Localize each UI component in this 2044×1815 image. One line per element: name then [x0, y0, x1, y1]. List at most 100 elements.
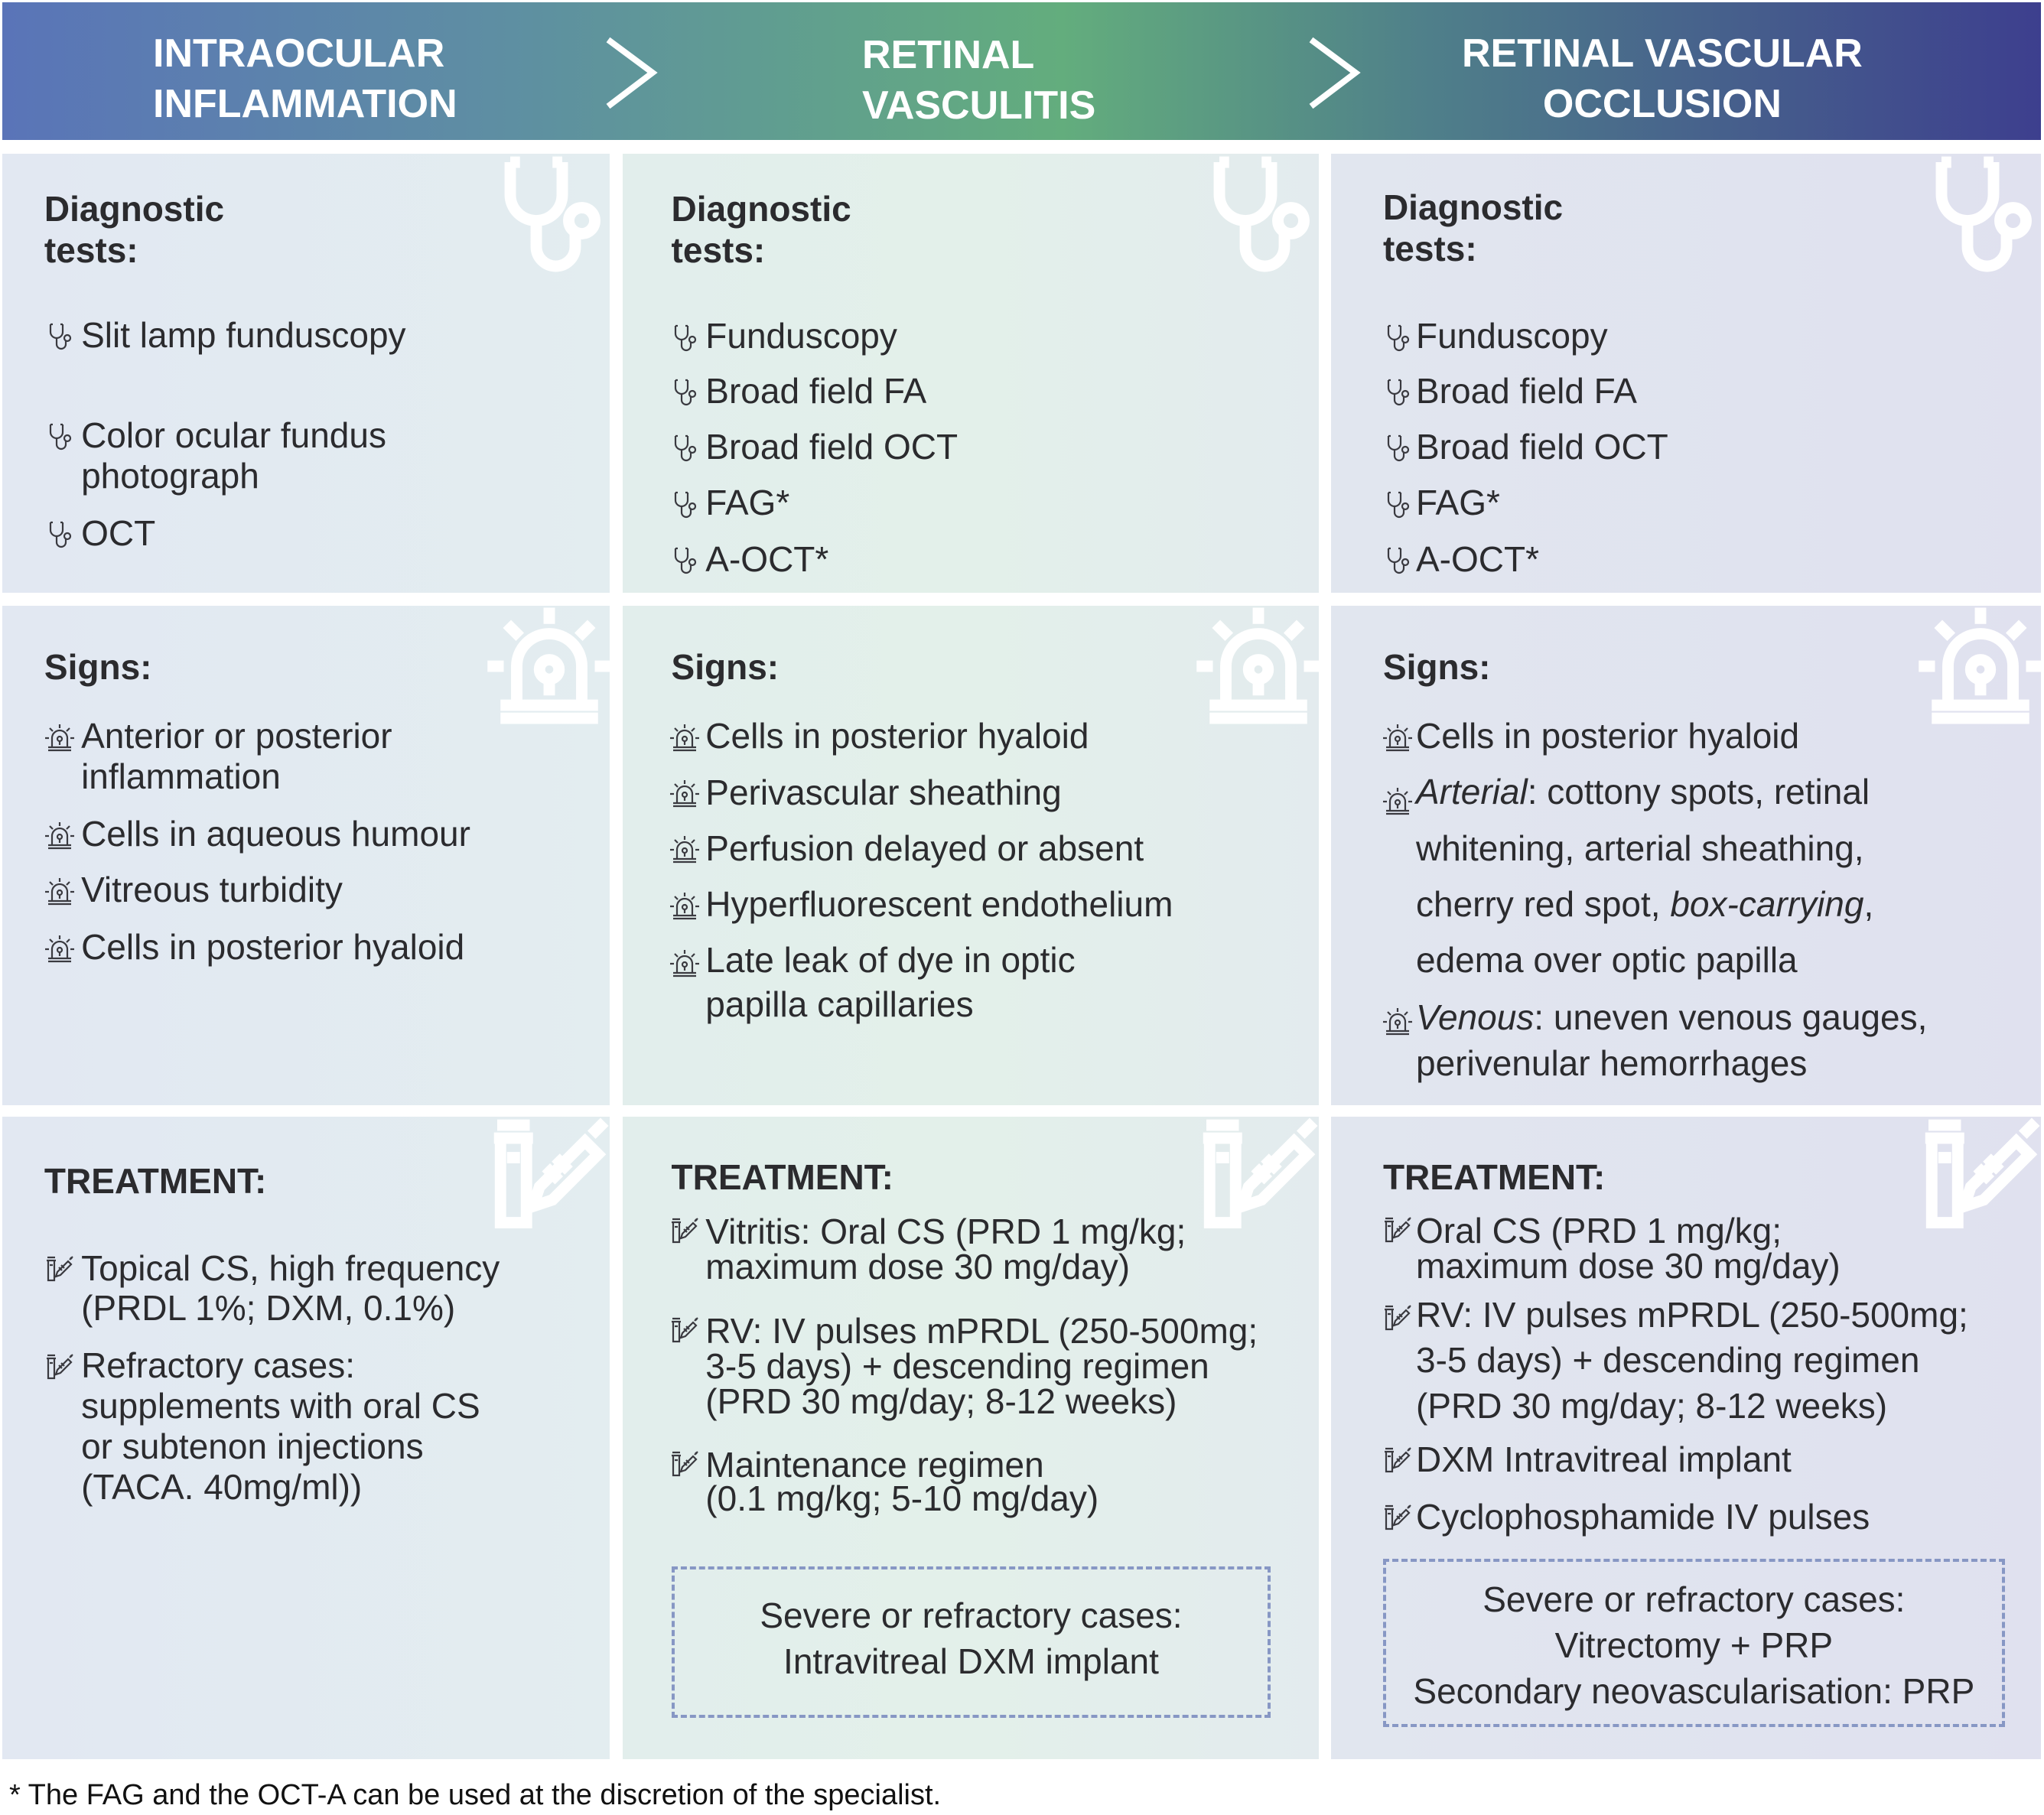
- list-item: Color ocular fundus photograph: [50, 415, 386, 496]
- syringe-vial-icon: [44, 1351, 75, 1381]
- syringe-vial-icon: [1382, 1501, 1413, 1532]
- item-line: Slit lamp funduscopy: [81, 314, 406, 355]
- item-line: OCT: [81, 512, 156, 553]
- item-line: Funduscopy: [1415, 316, 1608, 356]
- item-line: Anterior or posterior: [81, 716, 392, 756]
- chevron-right-icon: [606, 37, 658, 109]
- diagnostic-cell-1: Diagnostic tests: Slit lamp funduscopy Colo…: [2, 154, 610, 593]
- item-line: Perfusion delayed or absent: [705, 828, 1144, 868]
- item-line: perivenular hemorrhages: [1415, 1042, 1808, 1083]
- signs-cell-3: Signs: Cells in posterior hyaloid Arterial…: [1331, 606, 2041, 1105]
- alarm-siren-icon: [44, 721, 75, 752]
- item-line: photograph: [81, 455, 259, 496]
- item-line: 3-5 days) + descending regimen: [705, 1345, 1209, 1386]
- list-item: Broad field OCT: [1387, 427, 1668, 467]
- signs-cell-1: Signs: Anterior or posterior inflammation C…: [2, 606, 610, 1105]
- item-line: RV: IV pulses mPRDL (250-500mg;: [705, 1310, 1258, 1351]
- alarm-siren-icon: [1382, 1003, 1413, 1035]
- item-line: A-OCT*: [1415, 538, 1539, 579]
- stethoscope-icon: [1382, 488, 1413, 519]
- section-heading: Diagnostic tests:: [44, 188, 225, 270]
- item-line: maximum dose 30 mg/day): [705, 1247, 1131, 1287]
- alarm-siren-watermark-icon: [1915, 606, 2041, 731]
- item-line: inflammation: [81, 756, 281, 797]
- section-heading: TREATMENT:: [671, 1156, 893, 1197]
- item-line: Broad field FA: [1415, 370, 1637, 411]
- list-item: Vitritis: Oral CS (PRD 1 mg/kg; maximum d…: [671, 1212, 1186, 1287]
- list-item: Late leak of dye in optic papilla capill…: [669, 938, 1076, 1027]
- section-heading: TREATMENT:: [44, 1160, 267, 1201]
- list-item: Venous: uneven venous gauges, perivenular…: [1382, 995, 1927, 1086]
- list-item: RV: IV pulses mPRDL (250-500mg; 3-5 days)…: [1384, 1293, 1968, 1430]
- item-line: Broad field OCT: [1415, 427, 1668, 467]
- item-line: edema over optic papilla: [1415, 940, 1798, 981]
- item-line: Cells in posterior hyaloid: [81, 927, 465, 968]
- alarm-siren-icon: [44, 875, 75, 906]
- item-line: FAG*: [1415, 483, 1500, 523]
- item-line: (PRDL 1%; DXM, 0.1%): [81, 1288, 456, 1329]
- item-line: (TACA. 40mg/ml)): [81, 1466, 363, 1507]
- stethoscope-icon: [1382, 321, 1413, 352]
- item-line: RV: IV pulses mPRDL (250-500mg;: [1415, 1294, 1968, 1335]
- syringe-vial-icon: [669, 1316, 700, 1346]
- stethoscope-icon: [44, 420, 75, 450]
- alarm-siren-icon: [669, 777, 700, 808]
- item-line: Cyclophosphamide IV pulses: [1415, 1497, 1870, 1537]
- item-line: Broad field OCT: [705, 427, 959, 467]
- item-line: 3-5 days) + descending regimen: [1415, 1340, 1920, 1381]
- stethoscope-icon: [669, 376, 700, 406]
- stethoscope-icon: [44, 320, 75, 350]
- list-item: Oral CS (PRD 1 mg/kg; maximum dose 30 mg/…: [1384, 1213, 1841, 1283]
- syringe-vial-icon: [669, 1216, 700, 1247]
- alarm-siren-icon: [44, 819, 75, 850]
- item-line: Hyperfluorescent endothelium: [705, 884, 1173, 925]
- item-line: cherry red spot, box-carrying,: [1415, 883, 1874, 924]
- item-line: Late leak of dye in optic: [705, 939, 1076, 980]
- list-item: Hyperfluorescent endothelium: [669, 884, 1173, 925]
- item-line: Cells in posterior hyaloid: [1415, 716, 1800, 756]
- list-item: Topical CS, high frequency (PRDL 1%; DXM,…: [47, 1248, 500, 1329]
- section-heading: Signs:: [1382, 647, 1491, 688]
- stethoscope-icon: [669, 321, 700, 352]
- list-item: A-OCT*: [674, 538, 829, 580]
- section-heading: Signs:: [671, 647, 780, 688]
- stethoscope-icon: [1382, 431, 1413, 462]
- chevron-right-icon: [1309, 37, 1361, 109]
- item-line: Vitritis: Oral CS (PRD 1 mg/kg;: [705, 1212, 1186, 1252]
- alarm-siren-icon: [669, 890, 700, 920]
- treatment-cell-2: TREATMENT: Vitritis: Oral CS (PRD 1 mg/kg…: [623, 1117, 1319, 1759]
- stethoscope-icon: [1382, 376, 1413, 406]
- item-line: Cells in posterior hyaloid: [705, 716, 1089, 756]
- item-line: Cells in aqueous humour: [81, 814, 470, 854]
- item-line: FAG*: [705, 483, 790, 523]
- stethoscope-icon: [1382, 544, 1413, 574]
- list-item: OCT: [50, 512, 156, 554]
- item-line: Vitreous turbidity: [81, 870, 343, 910]
- list-item: DXM Intravitreal implant: [1384, 1439, 1792, 1480]
- alarm-siren-icon: [44, 932, 75, 963]
- diagnostic-cell-3: Diagnostic tests: Funduscopy Broad field FA…: [1331, 154, 2041, 593]
- list-item: Broad field FA: [1387, 370, 1637, 411]
- list-item: Maintenance regimen (0.1 mg/kg; 5-10 mg/d…: [671, 1447, 1098, 1517]
- stethoscope-icon: [669, 544, 700, 574]
- item-line: Arterial: cottony spots, retinal: [1415, 772, 1870, 812]
- list-item: Funduscopy: [674, 316, 897, 356]
- list-item: Funduscopy: [1387, 316, 1608, 356]
- stethoscope-watermark-icon: [484, 154, 610, 279]
- item-line: DXM Intravitreal implant: [1415, 1439, 1792, 1480]
- alarm-siren-icon: [669, 721, 700, 752]
- item-line: Refractory cases:: [81, 1345, 355, 1386]
- syringe-vial-icon: [44, 1253, 75, 1283]
- stage-title-intraocular-inflammation: INTRAOCULAR INFLAMMATION: [153, 31, 457, 126]
- stethoscope-watermark-icon: [1915, 154, 2041, 279]
- alarm-siren-watermark-icon: [1193, 606, 1319, 731]
- footnote: * The FAG and the OCT-A can be used at t…: [9, 1779, 942, 1811]
- list-item: Anterior or posterior inflammation: [45, 716, 392, 797]
- syringe-vial-icon: [1382, 1215, 1413, 1246]
- item-line: papilla capillaries: [705, 984, 974, 1024]
- syringe-vial-icon: [1382, 1444, 1413, 1475]
- list-item: Slit lamp funduscopy: [50, 314, 406, 356]
- item-line: A-OCT*: [705, 538, 829, 579]
- item-line: supplements with oral CS: [81, 1386, 480, 1426]
- syringe-vial-watermark-icon: [1193, 1117, 1319, 1242]
